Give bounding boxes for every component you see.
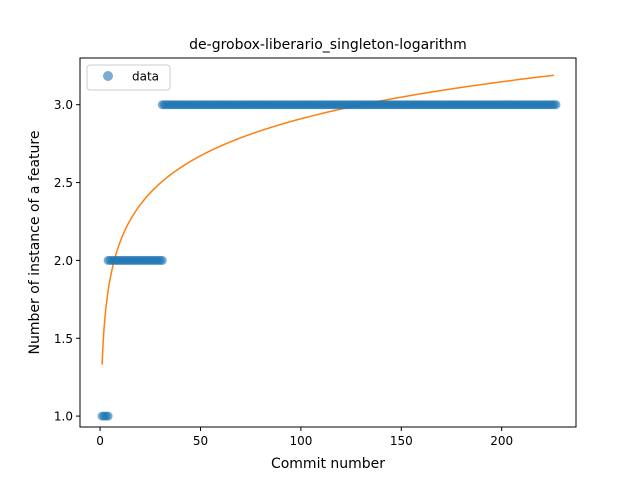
y-tick-label: 3.0 [54,98,73,112]
data-point [157,255,167,265]
x-tick-label: 100 [289,434,312,448]
legend: data [86,64,171,91]
data-point [551,100,561,110]
chart-title: de-grobox-liberario_singleton-logarithm [189,37,467,53]
data-points-layer [97,100,561,421]
y-axis-title: Number of instance of a feature [27,131,43,355]
y-tick-label: 2.5 [54,176,73,190]
y-tick-label: 2.0 [54,254,73,268]
plot-background [80,58,576,427]
y-tick-label: 1.0 [54,410,73,424]
legend-marker [103,71,113,81]
y-axis-ticks: 1.0 1.5 2.0 2.5 3.0 [54,98,80,424]
x-tick-label: 0 [96,434,104,448]
fit-line-layer [101,74,554,365]
data-point [103,411,113,421]
x-axis-title: Commit number [271,456,385,472]
legend-label: data [132,70,159,84]
fit-line [101,74,554,365]
x-tick-label: 150 [390,434,413,448]
x-axis-ticks: 0 50 100 150 200 [96,427,513,448]
x-tick-label: 200 [490,434,513,448]
plot-frame [79,57,577,428]
plot-area [79,57,577,428]
y-tick-label: 1.5 [54,332,73,346]
x-tick-label: 50 [193,434,208,448]
